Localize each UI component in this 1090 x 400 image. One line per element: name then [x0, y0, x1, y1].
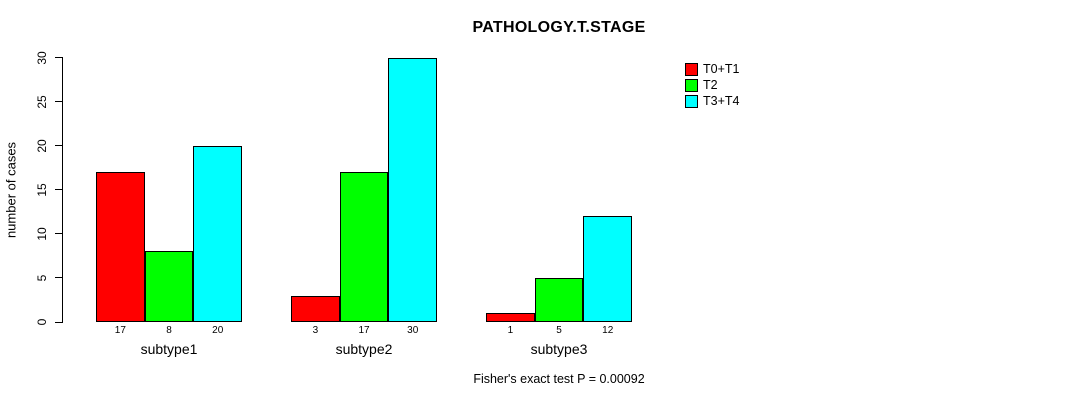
bar-T2-subtype3: [534, 277, 584, 322]
y-axis-tick: [55, 189, 62, 191]
legend-swatch-T0+T1: [685, 62, 698, 76]
legend: T0+T1 T2 T3+T4: [685, 61, 739, 109]
chart-title: PATHOLOGY.T.STAGE: [472, 19, 646, 36]
fisher-test-annotation: Fisher's exact test P = 0.00092: [473, 372, 645, 386]
bar-value-label: 17: [358, 325, 370, 336]
bar-T2-subtype1: [144, 251, 194, 322]
y-axis-tick-label: 5: [35, 274, 49, 282]
bar-T0+T1-subtype2: [291, 295, 340, 322]
legend-swatch-T3+T4: [685, 94, 698, 108]
bar-value-label: 30: [407, 325, 419, 336]
y-axis-tick: [55, 101, 62, 103]
y-axis-tick: [55, 321, 62, 323]
y-axis-tick-label: 15: [35, 183, 49, 197]
bar-T0+T1-subtype1: [96, 172, 145, 322]
y-axis-tick-label: 10: [35, 227, 49, 241]
bar-value-label: 5: [556, 325, 562, 336]
legend-label: T3+T4: [703, 94, 740, 108]
y-axis-tick-label: 30: [35, 50, 49, 65]
legend-label: T0+T1: [703, 62, 740, 76]
bar-value-label: 12: [602, 325, 614, 336]
legend-swatch-T2: [685, 78, 698, 92]
bar-value-label: 17: [114, 325, 126, 336]
bar-value-label: 20: [212, 325, 224, 336]
bar-value-label: 1: [507, 325, 514, 336]
legend-item: T0+T1: [685, 61, 739, 77]
y-axis-tick-label: 20: [35, 138, 49, 153]
bar-T2-subtype2: [339, 172, 389, 322]
legend-label: T2: [703, 78, 718, 92]
y-axis-tick-label: 0: [35, 318, 49, 326]
bar-T3+T4-subtype2: [388, 57, 438, 322]
y-axis-tick: [55, 233, 62, 235]
bar-T0+T1-subtype3: [486, 313, 535, 322]
y-axis-title: number of cases: [3, 141, 19, 239]
bar-T3+T4-subtype1: [193, 145, 243, 322]
bar-value-label: 8: [166, 325, 172, 336]
legend-item: T2: [685, 77, 739, 93]
bar-T3+T4-subtype3: [583, 216, 633, 322]
bar-value-label: 3: [312, 325, 319, 336]
y-axis-tick-label: 25: [35, 94, 49, 109]
y-axis-tick: [55, 145, 62, 147]
y-axis-tick: [55, 57, 62, 58]
x-category-label-subtype3: subtype3: [530, 341, 588, 357]
legend-item: T3+T4: [685, 93, 739, 109]
y-axis-tick: [55, 277, 62, 279]
x-category-label-subtype2: subtype2: [335, 341, 393, 357]
x-category-label-subtype1: subtype1: [140, 341, 198, 357]
y-axis-line: [62, 57, 63, 323]
